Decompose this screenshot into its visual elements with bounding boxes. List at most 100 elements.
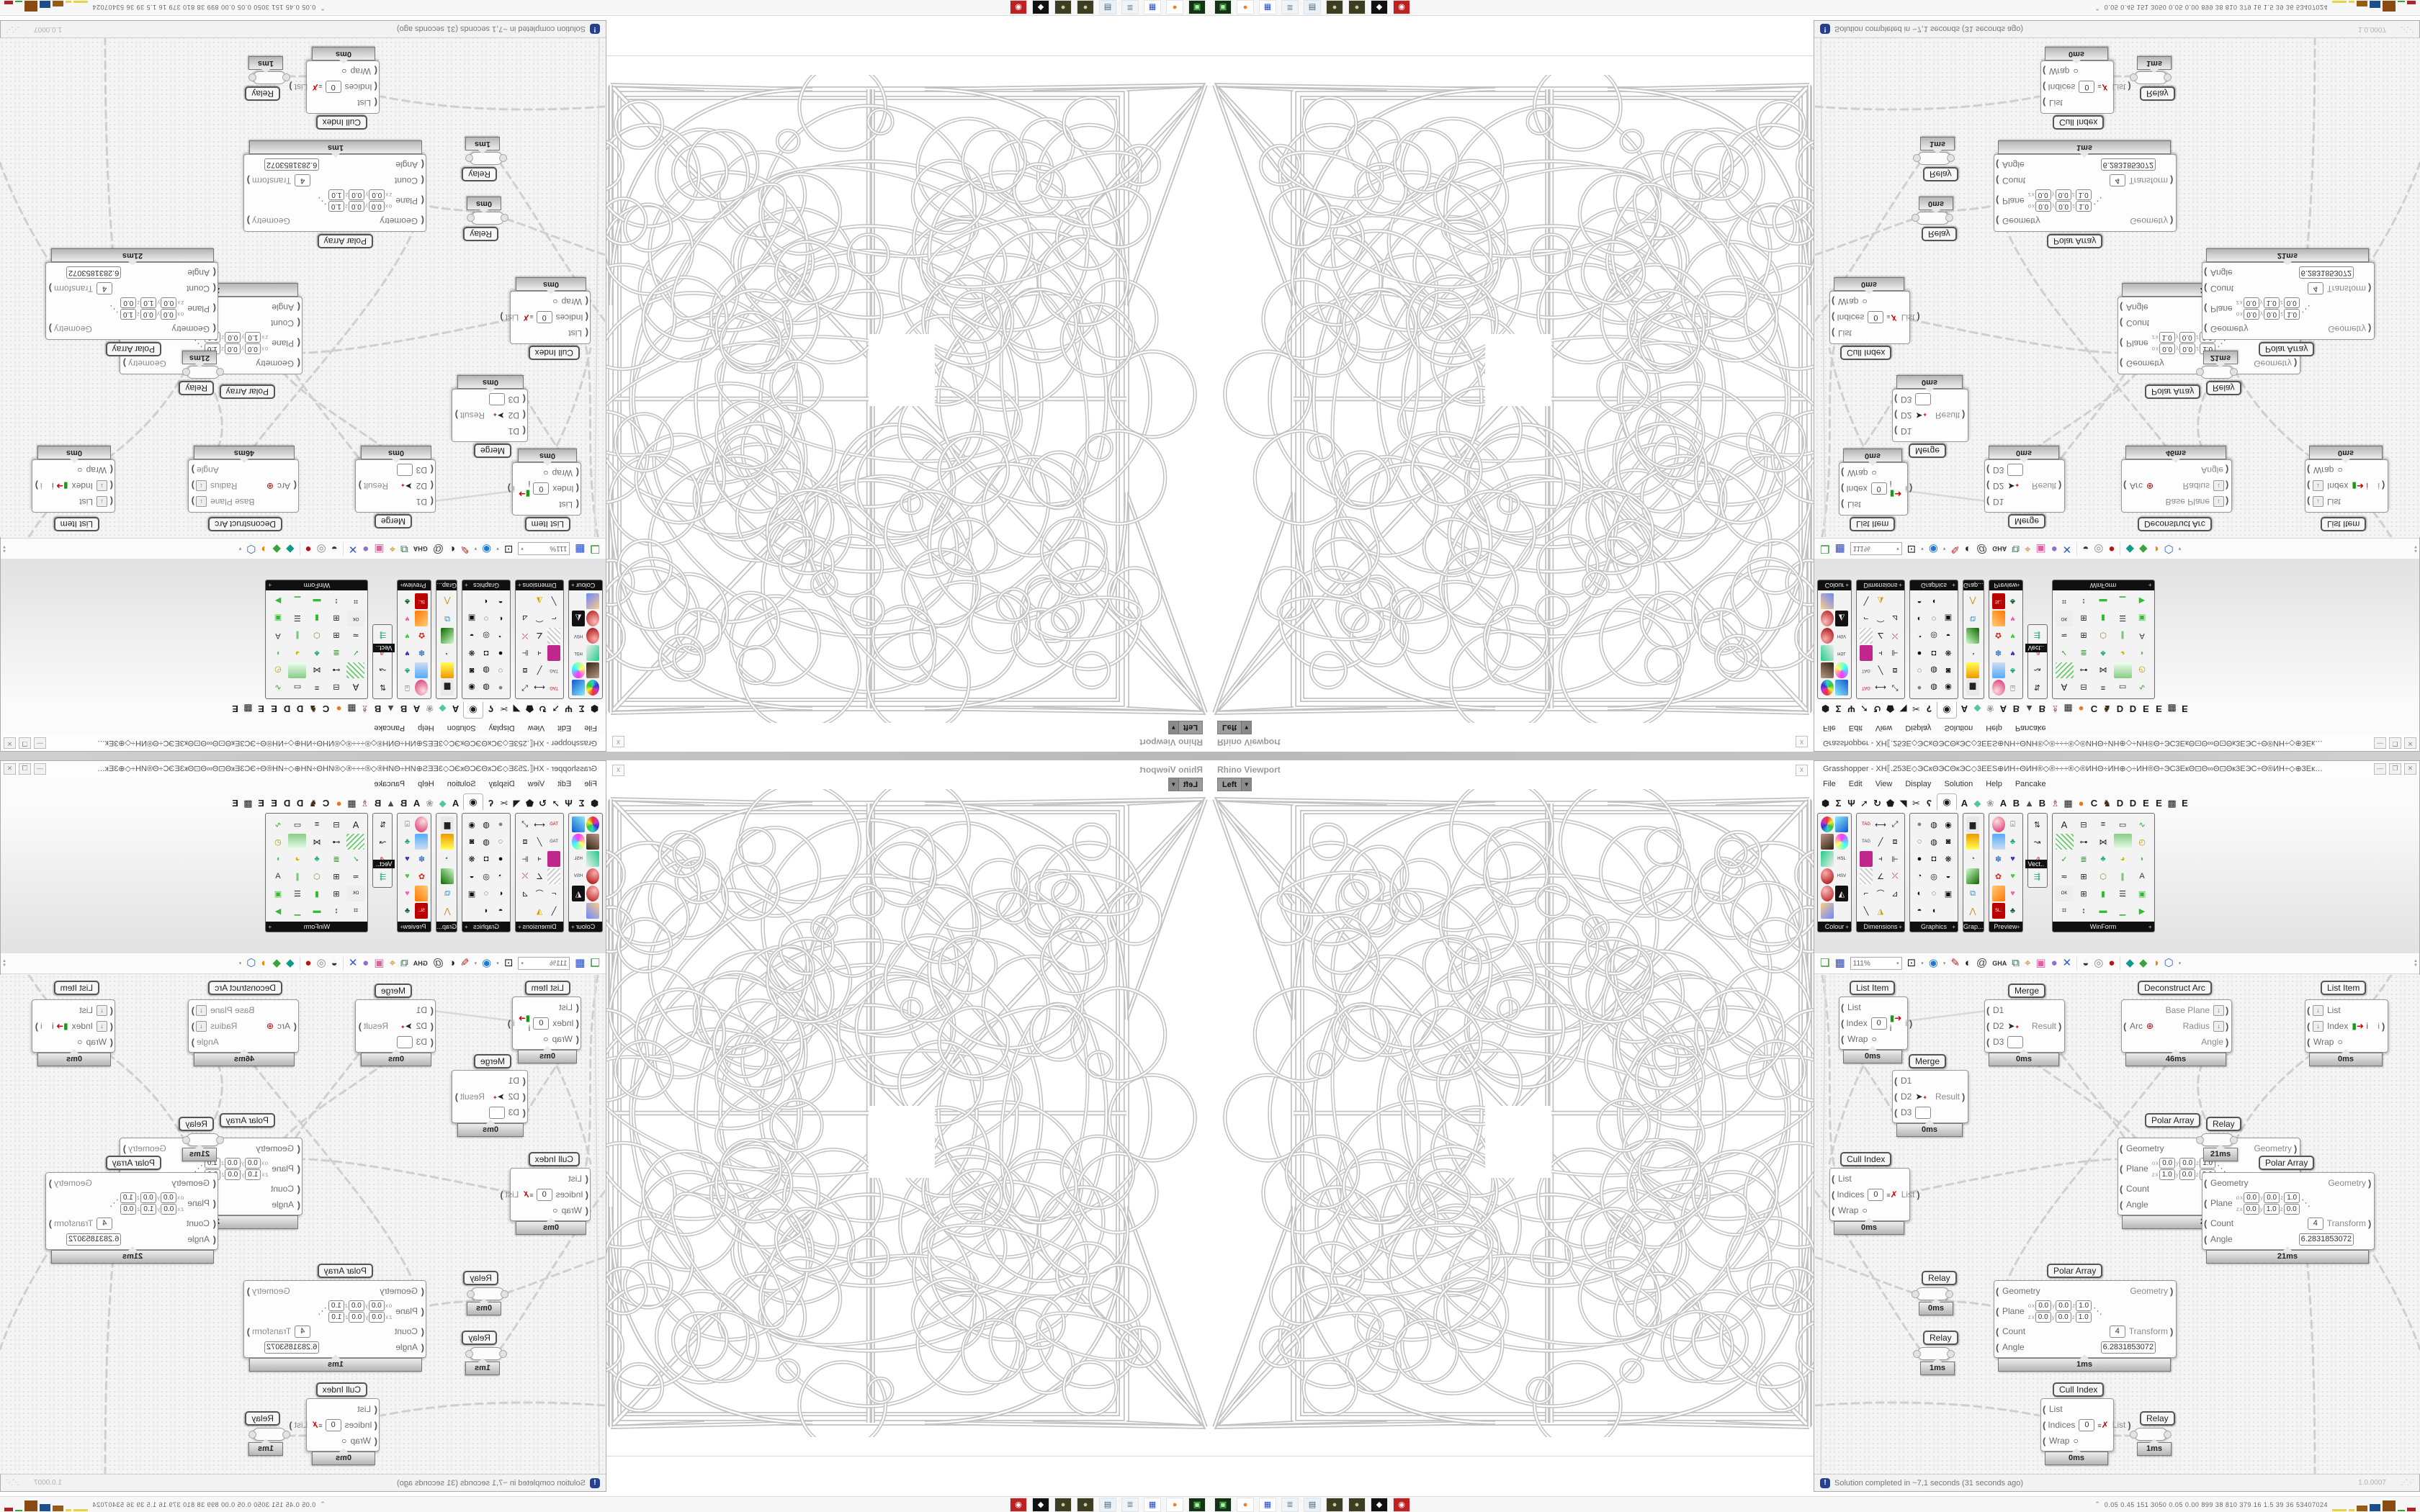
component-icon[interactable]: ⤢ [521, 819, 529, 829]
finder-icon[interactable]: ⌖ [389, 543, 396, 555]
chevron-down-icon[interactable]: ▼ [1168, 721, 1179, 734]
value-box[interactable] [2007, 1035, 2024, 1048]
component-icon[interactable]: SL; [415, 903, 429, 919]
plane-value-box[interactable]: 0.0 [244, 343, 261, 355]
component-icon[interactable]: ⤢ [521, 683, 529, 693]
component-label-list-item-1[interactable]: List Item [524, 981, 570, 995]
tab-plugin-d1[interactable]: D [296, 703, 304, 714]
viewport-close-button[interactable]: x [1796, 765, 1808, 776]
component-icon[interactable]: ⊟ [2080, 820, 2087, 829]
component-icon[interactable]: ◐ [1917, 889, 1922, 898]
component-icon[interactable] [1966, 834, 1979, 850]
chevron-down-icon[interactable]: ▾ [2178, 546, 2182, 551]
plane-value-box[interactable]: 0.0 [161, 297, 177, 309]
plane-value-box[interactable]: 0.0 [2055, 189, 2071, 201]
component-icon[interactable]: HSL [1837, 651, 1846, 655]
zoom-extents-icon[interactable]: ⊡ [503, 543, 514, 555]
component-icon[interactable]: ◍ [483, 837, 490, 847]
close-button[interactable]: ✕ [4, 737, 16, 749]
component-icon[interactable]: OK [346, 886, 365, 901]
component-icon[interactable]: ▭ [2118, 820, 2127, 829]
app-moss-2[interactable]: ● [1348, 1497, 1366, 1512]
idea-balloon-icon[interactable]: ● [362, 543, 369, 555]
rings-icon[interactable]: ◎ [316, 543, 326, 555]
component-icon[interactable] [1860, 851, 1873, 867]
window-icon[interactable]: ⧉ [2012, 543, 2020, 555]
plane-value-box[interactable]: 1.0 [2075, 189, 2092, 201]
zoom-level-field[interactable]: 111% ▾ [518, 957, 570, 970]
app-moss-2[interactable]: ● [1348, 0, 1366, 15]
component-icon[interactable] [586, 662, 599, 678]
component-deconstruct-arc[interactable]: Base Plane ↓)(Arc ⊕ Radius ↓) Angle) [188, 459, 299, 513]
component-icon[interactable]: TAG [1862, 685, 1870, 690]
component-icon[interactable]: HSV [1837, 634, 1847, 638]
component-icon[interactable]: ◍ [1930, 837, 1937, 847]
tab-params[interactable]: ⬢ [590, 703, 599, 714]
component-label-cull-index-2[interactable]: Cull Index [2053, 1382, 2105, 1397]
component-icon[interactable] [288, 834, 307, 850]
plane-value-box[interactable]: 0.0 [140, 1192, 156, 1203]
plane-value-box[interactable]: 0.0 [224, 1157, 241, 1169]
tab-plugin-c[interactable]: C [2090, 703, 2098, 714]
component-icon[interactable]: ⟷ [1875, 820, 1886, 829]
component-icon[interactable]: ◭ [1835, 611, 1848, 626]
component-icon[interactable]: ◗ [275, 855, 281, 863]
tab-plugin-c[interactable]: C [322, 703, 330, 714]
component-icon[interactable]: ▁ [2119, 906, 2126, 916]
component-icon[interactable]: ⇗ [2031, 851, 2044, 867]
component-icon[interactable] [1888, 903, 1901, 919]
component-icon[interactable]: ✿ [418, 872, 426, 881]
half-sphere-icon[interactable]: ◑ [2152, 543, 2159, 555]
plane-value-box[interactable]: 1.0 [328, 189, 345, 201]
app-script[interactable]: ≣ [1281, 0, 1299, 15]
tab-plugin-leaf[interactable]: ◆ [439, 703, 447, 714]
tab-plugin-helmet[interactable]: ♗ [2051, 798, 2060, 809]
component-icon[interactable]: ◗ [2139, 649, 2145, 657]
component-icon[interactable]: ♣ [314, 649, 320, 657]
component-icon[interactable]: ◌ [498, 837, 503, 846]
menu-help[interactable]: Help [1986, 780, 2002, 788]
component-label-cull-index-1[interactable]: Cull Index [1840, 1152, 1892, 1166]
component-icon[interactable]: ∥ [295, 872, 300, 881]
component-icon[interactable]: ⬡ [2099, 631, 2107, 640]
component-icon[interactable] [1991, 611, 2005, 626]
component-icon[interactable]: ∠ [536, 872, 543, 881]
component-icon[interactable]: ▆ [441, 680, 454, 696]
component-label-list-item-2[interactable]: List Item [53, 517, 99, 531]
component-icon[interactable]: ◘ [1931, 855, 1937, 863]
tab-display[interactable]: ◉ [463, 793, 483, 810]
component-merge-1[interactable]: (D1(D2 ➤✦ Result)(D3 [1984, 459, 2065, 513]
component-merge-1[interactable]: (D1(D2 ➤✦ Result)(D3 [355, 999, 436, 1053]
component-icon[interactable]: ⟷ [534, 820, 545, 829]
component-icon[interactable]: ⌒ [1876, 613, 1885, 622]
component-icon[interactable]: ◙ [469, 837, 475, 846]
component-label-merge-1[interactable]: Merge [374, 514, 412, 528]
component-label-deconstruct-arc[interactable]: Deconstruct Arc [2138, 517, 2212, 531]
component-icon[interactable] [1991, 816, 2005, 832]
plane-value-box[interactable]: 0.0 [2244, 309, 2260, 320]
resize-grip-icon[interactable]: ⋰⋰ [6, 1479, 19, 1487]
component-icon[interactable]: ≡ [314, 683, 320, 692]
component-icon[interactable]: ⊶ [2079, 665, 2088, 675]
component-icon[interactable]: ⋀ [1969, 906, 1976, 916]
plane-value-box[interactable]: 0.0 [2283, 1203, 2300, 1215]
component-icon[interactable]: ☰ [2119, 889, 2126, 899]
half-sphere-icon[interactable]: ◑ [261, 543, 268, 555]
component-icon[interactable]: ♥ [405, 649, 410, 657]
component-icon[interactable]: ◮ [536, 596, 543, 606]
component-icon[interactable]: ⊶ [332, 837, 341, 847]
tab-intersect[interactable]: ✂ [500, 703, 508, 714]
angle-box[interactable]: 6.2831853072 [2100, 1341, 2156, 1354]
tab-plugin-leaf[interactable]: ◆ [1973, 703, 1981, 714]
component-icon[interactable] [1821, 868, 1834, 884]
window-icon[interactable]: ⧉ [400, 543, 408, 555]
tab-display[interactable]: ◉ [1937, 793, 1957, 810]
component-icon[interactable]: ⌗ [353, 906, 359, 915]
close-button[interactable]: ✕ [2404, 737, 2416, 749]
component-icon[interactable]: ◌ [483, 889, 489, 898]
sketch-icon[interactable]: ✎ [1950, 543, 1960, 555]
tab-transform[interactable]: ʕ [1926, 703, 1932, 714]
component-icon[interactable]: ● [1917, 683, 1922, 692]
component-icon[interactable] [2055, 834, 2074, 850]
component-icon[interactable]: ⧉ [1970, 888, 1976, 898]
